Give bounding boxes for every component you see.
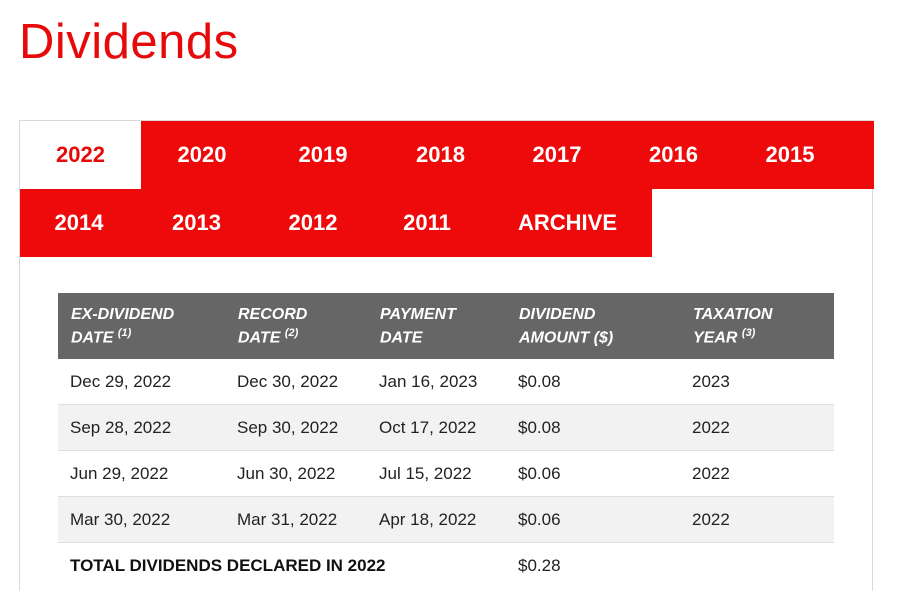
cell-ex-dividend-date: Sep 28, 2022 <box>58 404 225 452</box>
cell-taxation-year: 2022 <box>680 404 834 452</box>
cell-taxation-year: 2022 <box>680 496 834 544</box>
table-row: Dec 29, 2022 Dec 30, 2022 Jan 16, 2023 $… <box>58 359 834 406</box>
tab-2014[interactable]: 2014 <box>54 210 104 235</box>
cell-record-date: Jun 30, 2022 <box>225 450 367 498</box>
cell-payment-date: Jan 16, 2023 <box>367 359 506 406</box>
tab-archive[interactable]: ARCHIVE <box>517 210 617 235</box>
cell-ex-dividend-date: Jun 29, 2022 <box>58 450 225 498</box>
cell-taxation-year: 2022 <box>680 450 834 498</box>
tab-2019[interactable]: 2019 <box>298 142 348 167</box>
tab-2022[interactable]: 2022 <box>20 121 141 189</box>
tab-2012[interactable]: 2012 <box>288 210 338 235</box>
tab-2020[interactable]: 2020 <box>177 142 227 167</box>
tab-2015[interactable]: 2015 <box>765 142 815 167</box>
cell-payment-date: Oct 17, 2022 <box>367 404 506 452</box>
year-tabs-row-1: 2022 2020 2019 2018 2017 2016 2015 <box>20 121 874 189</box>
tab-2011[interactable]: 2011 <box>403 210 451 235</box>
header-record-date: RECORD DATE (2) <box>225 293 367 360</box>
cell-record-date: Dec 30, 2022 <box>225 359 367 406</box>
total-label: TOTAL DIVIDENDS DECLARED IN 2022 <box>70 555 386 575</box>
cell-payment-date: Apr 18, 2022 <box>367 496 506 544</box>
cell-dividend-amount: $0.06 <box>506 496 680 544</box>
table-row: Jun 29, 2022 Jun 30, 2022 Jul 15, 2022 $… <box>58 450 834 498</box>
footnote-marker: (1) <box>117 327 132 339</box>
cell-record-date: Mar 31, 2022 <box>225 496 367 544</box>
cell-taxation-year: 2023 <box>680 359 834 406</box>
cell-dividend-amount: $0.08 <box>506 359 680 406</box>
cell-ex-dividend-date: Dec 29, 2022 <box>58 359 225 406</box>
dividends-table: EX-DIVIDEND DATE (1) RECORD DATE (2) PAY… <box>58 293 834 588</box>
header-line1: DIVIDEND <box>519 306 596 323</box>
header-line1: PAYMENT <box>380 306 456 323</box>
header-line2: YEAR <box>693 329 738 347</box>
page-title: Dividends <box>19 15 239 69</box>
header-ex-dividend-date: EX-DIVIDEND DATE (1) <box>58 293 225 360</box>
table-header-row: EX-DIVIDEND DATE (1) RECORD DATE (2) PAY… <box>58 293 834 360</box>
cell-payment-date: Jul 15, 2022 <box>367 450 506 498</box>
table-row: Mar 30, 2022 Mar 31, 2022 Apr 18, 2022 $… <box>58 496 834 544</box>
dividends-panel: 2022 2020 2019 2018 2017 2016 2015 2014 … <box>19 120 874 591</box>
tab-2016[interactable]: 2016 <box>649 142 698 167</box>
header-payment-date: PAYMENT DATE <box>367 293 506 360</box>
total-value: $0.28 <box>518 555 561 575</box>
footnote-marker: (3) <box>741 327 756 339</box>
dividends-table-wrap: EX-DIVIDEND DATE (1) RECORD DATE (2) PAY… <box>58 293 834 588</box>
tab-2017[interactable]: 2017 <box>532 142 582 167</box>
header-line2: DATE <box>71 329 114 347</box>
year-tabs: 2022 2020 2019 2018 2017 2016 2015 2014 … <box>20 121 874 257</box>
total-row: TOTAL DIVIDENDS DECLARED IN 2022 $0.28 <box>58 543 834 589</box>
header-line1: TAXATION <box>693 306 773 323</box>
header-line2: AMOUNT ($) <box>519 329 614 347</box>
table-row: Sep 28, 2022 Sep 30, 2022 Oct 17, 2022 $… <box>58 404 834 452</box>
cell-dividend-amount: $0.06 <box>506 450 680 498</box>
cell-record-date: Sep 30, 2022 <box>225 404 367 452</box>
tab-2018[interactable]: 2018 <box>416 142 465 167</box>
header-line2: DATE <box>238 329 281 347</box>
cell-ex-dividend-date: Mar 30, 2022 <box>58 496 225 544</box>
year-tabs-row-2: 2014 2013 2012 2011 ARCHIVE <box>20 189 652 257</box>
header-taxation-year: TAXATION YEAR (3) <box>680 293 834 360</box>
header-line2: DATE <box>380 329 423 347</box>
tab-2013[interactable]: 2013 <box>172 210 221 235</box>
header-line1: RECORD <box>238 306 308 323</box>
footnote-marker: (2) <box>284 327 299 339</box>
cell-dividend-amount: $0.08 <box>506 404 680 452</box>
header-line1: EX-DIVIDEND <box>71 306 175 323</box>
header-dividend-amount: DIVIDEND AMOUNT ($) <box>506 293 680 360</box>
